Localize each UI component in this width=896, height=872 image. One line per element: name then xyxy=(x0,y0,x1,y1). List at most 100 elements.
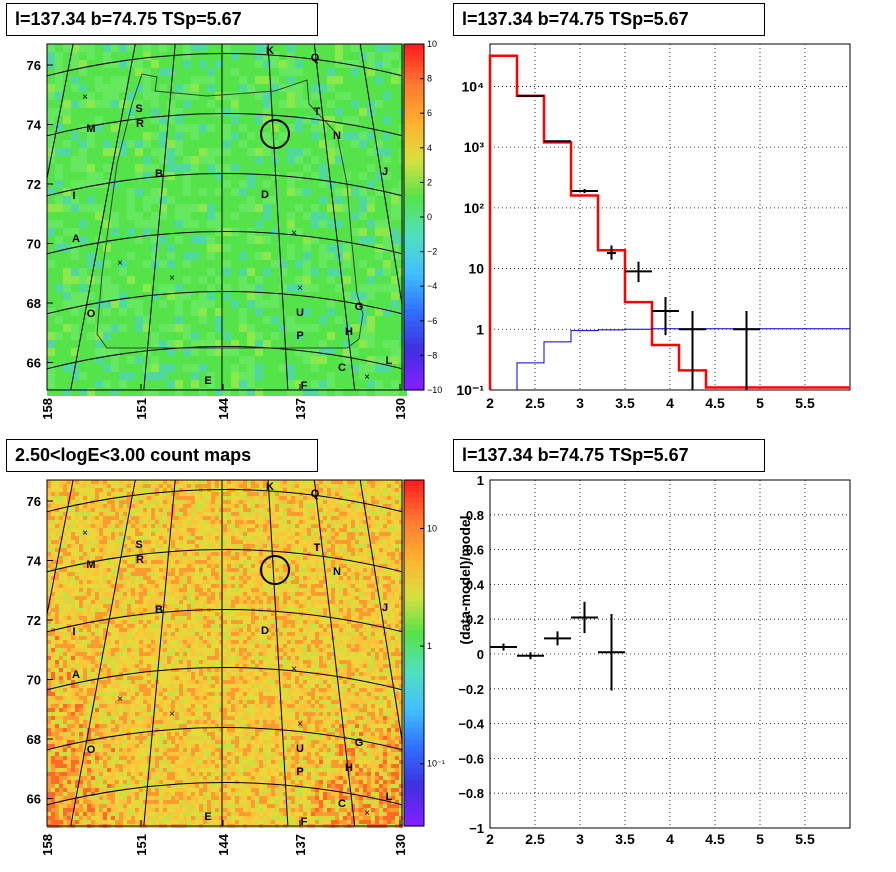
map-pixel xyxy=(195,532,199,536)
map-pixel xyxy=(319,508,323,512)
map-pixel xyxy=(111,284,119,292)
map-pixel xyxy=(231,504,235,508)
map-pixel xyxy=(299,544,303,548)
map-pixel xyxy=(175,316,183,324)
map-pixel xyxy=(167,188,175,196)
map-pixel xyxy=(95,52,103,60)
map-pixel xyxy=(235,512,239,516)
map-pixel xyxy=(247,356,255,364)
map-pixel xyxy=(231,592,235,596)
map-pixel xyxy=(255,508,259,512)
map-pixel xyxy=(315,608,319,612)
map-pixel xyxy=(119,580,123,584)
map-pixel xyxy=(287,516,291,520)
map-pixel xyxy=(279,500,283,504)
map-pixel xyxy=(335,84,343,92)
map-pixel xyxy=(291,488,295,492)
map-pixel xyxy=(223,116,231,124)
map-pixel xyxy=(63,592,67,596)
map-pixel xyxy=(119,492,123,496)
map-pixel xyxy=(167,236,175,244)
map-pixel xyxy=(195,560,199,564)
map-pixel xyxy=(383,564,387,568)
map-pixel xyxy=(199,536,203,540)
map-pixel xyxy=(335,204,343,212)
map-pixel xyxy=(159,44,167,52)
map-pixel xyxy=(179,556,183,560)
map-pixel xyxy=(71,220,79,228)
map-pixel xyxy=(75,512,79,516)
map-pixel xyxy=(95,572,99,576)
map-pixel xyxy=(339,604,343,608)
map-pixel xyxy=(359,140,367,148)
map-pixel xyxy=(299,496,303,500)
map-pixel xyxy=(175,520,179,524)
map-pixel xyxy=(395,596,399,600)
map-pixel xyxy=(199,584,203,588)
map-pixel xyxy=(327,484,331,488)
map-pixel xyxy=(319,164,327,172)
map-pixel xyxy=(127,124,135,132)
map-pixel xyxy=(399,580,403,584)
map-pixel xyxy=(187,544,191,548)
map-pixel xyxy=(171,524,175,528)
map-pixel xyxy=(359,600,363,604)
map-pixel xyxy=(395,552,399,556)
map-pixel xyxy=(359,372,367,380)
map-pixel xyxy=(315,572,319,576)
map-pixel xyxy=(99,604,103,608)
map-pixel xyxy=(47,500,51,504)
map-pixel xyxy=(243,560,247,564)
map-pixel xyxy=(207,164,215,172)
map-pixel xyxy=(215,568,219,572)
map-pixel xyxy=(59,548,63,552)
map-pixel xyxy=(351,528,355,532)
map-pixel xyxy=(247,508,251,512)
map-pixel xyxy=(399,608,403,612)
map-pixel xyxy=(291,520,295,524)
map-pixel xyxy=(87,536,91,540)
map-pixel xyxy=(75,568,79,572)
map-pixel xyxy=(375,228,383,236)
map-pixel xyxy=(391,108,399,116)
map-pixel xyxy=(287,284,295,292)
map-pixel xyxy=(255,340,263,348)
map-pixel xyxy=(375,388,383,396)
map-pixel xyxy=(227,532,231,536)
map-pixel xyxy=(147,580,151,584)
map-pixel xyxy=(279,132,287,140)
map-pixel xyxy=(143,68,151,76)
map-pixel xyxy=(199,252,207,260)
map-pixel xyxy=(367,524,371,528)
map-pixel xyxy=(151,480,155,484)
map-pixel xyxy=(243,604,247,608)
map-pixel xyxy=(231,556,235,560)
map-pixel xyxy=(287,488,291,492)
map-pixel xyxy=(307,496,311,500)
map-pixel xyxy=(231,220,239,228)
map-pixel xyxy=(211,592,215,596)
map-pixel xyxy=(343,500,347,504)
map-pixel xyxy=(135,492,139,496)
map-pixel xyxy=(303,260,311,268)
map-pixel xyxy=(91,608,95,612)
map-pixel xyxy=(199,592,203,596)
map-pixel xyxy=(319,156,327,164)
map-pixel xyxy=(191,532,195,536)
map-pixel xyxy=(323,604,327,608)
map-pixel xyxy=(271,508,275,512)
map-pixel xyxy=(387,592,391,596)
map-pixel xyxy=(219,520,223,524)
map-pixel xyxy=(139,548,143,552)
map-pixel xyxy=(171,544,175,548)
map-pixel xyxy=(351,356,359,364)
map-pixel xyxy=(311,524,315,528)
map-pixel xyxy=(371,504,375,508)
map-pixel xyxy=(103,556,107,560)
target-circle xyxy=(260,119,290,149)
map-pixel xyxy=(271,584,275,588)
map-pixel xyxy=(255,364,263,372)
map-pixel xyxy=(191,260,199,268)
map-pixel xyxy=(143,584,147,588)
map-pixel xyxy=(127,212,135,220)
